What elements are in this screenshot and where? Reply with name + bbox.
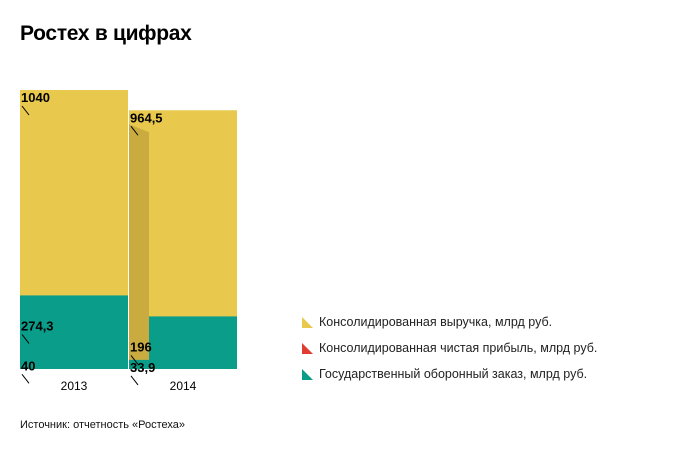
value-label-2014-series-1: 33,9 (130, 360, 155, 375)
value-label-2013-series-1: 40 (21, 358, 35, 373)
value-tick-2013-series-2 (21, 334, 30, 344)
chart-legend: Консолидированная выручка, млрд руб. Кон… (302, 309, 597, 387)
category-label-2014: 2014 (170, 379, 197, 393)
bar-2013-series-2 (20, 295, 128, 369)
value-tick-2013-series-0 (21, 105, 30, 116)
value-tick-2014-series-0 (130, 125, 139, 136)
value-label-2014-series-2: 196 (130, 339, 152, 354)
value-tick-2013-series-1 (21, 373, 30, 384)
legend-marker-revenue (302, 316, 313, 328)
legend-marker-defense-order (302, 368, 313, 380)
value-tick-2014-series-1 (130, 375, 139, 386)
page-title: Ростех в цифрах (20, 22, 192, 45)
revenue-connector-overlay (129, 124, 149, 360)
value-label-2014-series-0: 964,5 (130, 110, 163, 125)
legend-marker-profit (302, 342, 313, 354)
category-label-2013: 2013 (61, 379, 88, 393)
value-label-2013-series-2: 274,3 (21, 318, 54, 333)
value-label-2013-series-0: 1040 (21, 90, 50, 105)
legend-label-defense-order: Государственный оборонный заказ, млрд ру… (319, 367, 588, 381)
value-tick-2014-series-2 (130, 355, 139, 365)
legend-label-profit: Консолидированная чистая прибыль, млрд р… (319, 341, 598, 355)
legend-item-defense-order: Государственный оборонный заказ, млрд ру… (302, 361, 597, 387)
source-note: Источник: отчетность «Ростеха» (20, 419, 186, 431)
legend-label-revenue: Консолидированная выручка, млрд руб. (319, 315, 553, 329)
legend-item-profit: Консолидированная чистая прибыль, млрд р… (302, 335, 597, 361)
legend-item-revenue: Консолидированная выручка, млрд руб. (302, 309, 597, 335)
bar-chart: 1040 40 274,3 2013 964,5 33,9 196 2014 (20, 90, 237, 393)
